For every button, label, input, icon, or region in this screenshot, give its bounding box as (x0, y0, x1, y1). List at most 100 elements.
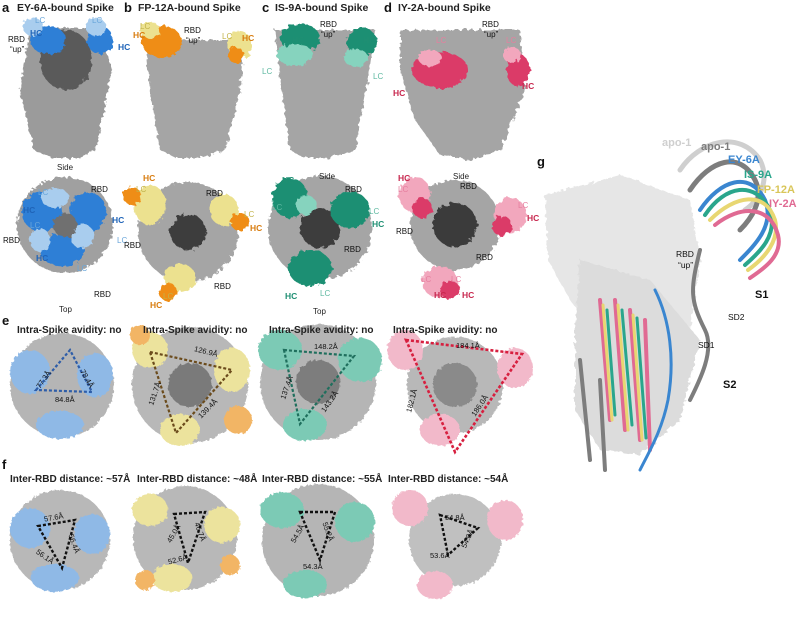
d-side-hc-left: HC (393, 88, 406, 98)
b-rbd-up-1: RBD (184, 26, 201, 35)
e1-d3: 84.8Å (55, 395, 75, 404)
a-top-rbd-3: RBD (94, 290, 111, 299)
b-rbd-up-2: “up” (186, 36, 201, 45)
c-top-hc-2: HC (372, 219, 385, 229)
e-view-fp12a (130, 325, 252, 446)
e-triangle-is9a (282, 348, 357, 427)
side-view-iy2a (400, 30, 530, 160)
a-top-lc-1: LC (38, 188, 49, 197)
e3-d1: 148.2Å (314, 342, 338, 351)
f4-d1: 54.8Å (445, 513, 465, 522)
b-side-hc-right: HC (242, 33, 255, 43)
c-rbd-up-1: RBD (320, 20, 337, 29)
g-sd1-label: SD1 (698, 340, 715, 350)
c-rbd-up-2: “up” (321, 30, 336, 39)
panel-label-f: f (2, 457, 7, 472)
b-top-rbd-2: RBD (124, 241, 141, 250)
c-top-lc-2: LC (369, 207, 380, 216)
d-side-caption: Side (453, 172, 470, 181)
g-legend-fp12a: FP-12A (757, 184, 795, 196)
g-legend-iy2a: IY-2A (769, 198, 797, 210)
d-top-hc-3: HC (434, 290, 447, 300)
top-view-is9a (268, 176, 372, 286)
b-top-hc-3: HC (150, 300, 163, 310)
f-triangle-is9a (298, 510, 337, 564)
c-side-hc-right: HC (363, 35, 376, 45)
f-view-is9a (260, 484, 375, 598)
e-title-4: Intra-Spike avidity: no (393, 325, 498, 336)
side-view-fp12a (140, 22, 252, 158)
f-view-fp12a (132, 486, 240, 592)
g-legend-ey6a: EY-6A (728, 154, 760, 166)
top-view-iy2a (399, 177, 526, 299)
f-title-2: Inter-RBD distance: ~48Å (137, 474, 258, 485)
e4-d1: 184.1Å (456, 341, 480, 350)
d-rbd-up-2: “up” (484, 30, 499, 39)
top-view-ey6a (17, 177, 113, 273)
a-rbd-up-1: RBD (8, 35, 25, 44)
top-view-fp12a (123, 182, 249, 301)
a-side-caption: Side (57, 163, 74, 172)
a-side-lc-right: LC (92, 16, 103, 25)
d-top-hc-1: HC (398, 173, 411, 183)
f-triangle-iy2a (438, 513, 481, 558)
e-triangle-ey6a (33, 348, 94, 394)
c-top-caption: Top (313, 307, 326, 316)
d-top-rbd-3: RBD (476, 253, 493, 262)
e-view-is9a (258, 324, 382, 441)
g-legend-apo-dark: apo-1 (701, 141, 731, 153)
a-top-lc-2: LC (30, 221, 41, 230)
b-top-lc-3: LC (163, 292, 174, 301)
b-top-rbd-1: RBD (206, 189, 223, 198)
f4-d3: 53.6Å (430, 551, 450, 560)
f-title-1: Inter-RBD distance: ~57Å (10, 474, 131, 485)
e-title-1: Intra-Spike avidity: no (17, 325, 122, 336)
d-rbd-up-1: RBD (482, 20, 499, 29)
g-legend-apo-light: apo-1 (662, 137, 692, 149)
c-top-rbd-2: RBD (344, 245, 361, 254)
title-fp12a: FP-12A-bound Spike (138, 2, 241, 14)
a-top-caption: Top (59, 305, 72, 314)
d-top-hc-2: HC (527, 213, 540, 223)
b-top-lc-2: LC (244, 210, 255, 219)
side-view-ey6a (20, 18, 113, 158)
c-side-lc-left: LC (262, 67, 273, 76)
g-rbd-up-1: RBD (676, 249, 694, 259)
title-ey6a: EY-6A-bound Spike (17, 2, 114, 14)
b-side-lc-right: LC (222, 32, 233, 41)
g-sd2-label: SD2 (728, 312, 745, 322)
b-top-lc-1: LC (136, 185, 147, 194)
a-top-rbd-1: RBD (91, 185, 108, 194)
d-top-lc-1: LC (398, 185, 409, 194)
e-triangle-iy2a (403, 338, 525, 455)
c-top-hc-3: HC (285, 291, 298, 301)
a-rbd-up-2: “up” (10, 45, 25, 54)
e-view-ey6a (10, 333, 114, 439)
a-top-lc-4: LC (77, 264, 88, 273)
c-top-rbd-1: RBD (345, 185, 362, 194)
f-title-3: Inter-RBD distance: ~55Å (262, 474, 383, 485)
d-top-rbd-2: RBD (396, 227, 413, 236)
a-side-hc-right: HC (118, 42, 131, 52)
title-is9a: IS-9A-bound Spike (275, 2, 369, 14)
g-ribbons (578, 139, 781, 472)
g-s2-label: S2 (723, 379, 737, 391)
f-title-4: Inter-RBD distance: ~54Å (388, 474, 509, 485)
a-top-lc-3: LC (117, 236, 128, 245)
e-triangle-fp12a (148, 350, 235, 436)
a-side-lc-left: LC (35, 16, 46, 25)
e-title-2: Intra-Spike avidity: no (143, 325, 248, 336)
d-side-hc-right: HC (522, 81, 535, 91)
panel-label-b: b (124, 0, 132, 15)
f-view-ey6a (10, 490, 110, 592)
d-side-lc-right: LC (506, 36, 517, 45)
c-side-caption: Side (319, 172, 336, 181)
f-triangle-fp12a (172, 510, 207, 568)
panel-label-e: e (2, 313, 10, 328)
panel-label-c: c (262, 0, 270, 15)
d-top-lc-4: LC (451, 275, 462, 284)
panel-label-d: d (384, 0, 392, 15)
b-top-hc-2: HC (250, 223, 263, 233)
panel-label-a: a (2, 0, 10, 15)
